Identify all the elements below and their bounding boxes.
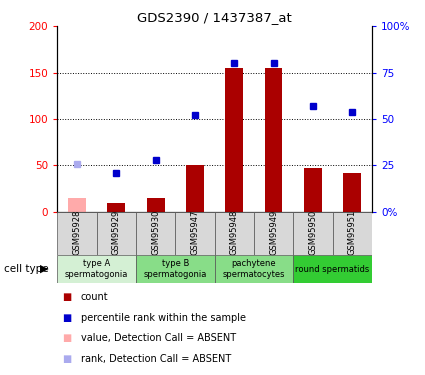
Bar — [215, 255, 293, 283]
Bar — [108, 202, 125, 212]
Bar — [215, 212, 254, 255]
Bar — [147, 198, 164, 212]
Title: GDS2390 / 1437387_at: GDS2390 / 1437387_at — [137, 11, 292, 24]
Bar — [293, 255, 372, 283]
Bar — [186, 165, 204, 212]
Text: pachytene
spermatocytes: pachytene spermatocytes — [223, 260, 285, 279]
Text: GSM95950: GSM95950 — [309, 210, 317, 255]
Bar — [136, 255, 215, 283]
Bar — [175, 212, 215, 255]
Text: GSM95929: GSM95929 — [112, 210, 121, 255]
Bar — [293, 212, 332, 255]
Text: ■: ■ — [62, 292, 71, 302]
Text: GSM95949: GSM95949 — [269, 210, 278, 255]
Bar — [136, 212, 175, 255]
Text: round spermatids: round spermatids — [295, 265, 370, 274]
Text: ■: ■ — [62, 313, 71, 323]
Text: count: count — [81, 292, 108, 302]
Bar — [225, 68, 243, 212]
Bar — [254, 212, 293, 255]
Text: GSM95947: GSM95947 — [190, 210, 199, 255]
Text: percentile rank within the sample: percentile rank within the sample — [81, 313, 246, 323]
Text: GSM95951: GSM95951 — [348, 210, 357, 255]
Bar — [57, 255, 136, 283]
Text: value, Detection Call = ABSENT: value, Detection Call = ABSENT — [81, 333, 236, 344]
Text: GSM95930: GSM95930 — [151, 210, 160, 255]
Bar — [343, 173, 361, 212]
Text: ▶: ▶ — [40, 264, 49, 274]
Text: type A
spermatogonia: type A spermatogonia — [65, 260, 128, 279]
Text: GSM95928: GSM95928 — [73, 210, 82, 255]
Bar — [332, 212, 372, 255]
Text: ■: ■ — [62, 333, 71, 344]
Bar — [68, 198, 86, 212]
Text: cell type: cell type — [4, 264, 49, 274]
Bar — [304, 168, 322, 212]
Bar — [57, 212, 96, 255]
Bar — [96, 212, 136, 255]
Text: rank, Detection Call = ABSENT: rank, Detection Call = ABSENT — [81, 354, 231, 364]
Text: type B
spermatogonia: type B spermatogonia — [144, 260, 207, 279]
Text: GSM95948: GSM95948 — [230, 210, 239, 255]
Text: ■: ■ — [62, 354, 71, 364]
Bar — [265, 68, 283, 212]
